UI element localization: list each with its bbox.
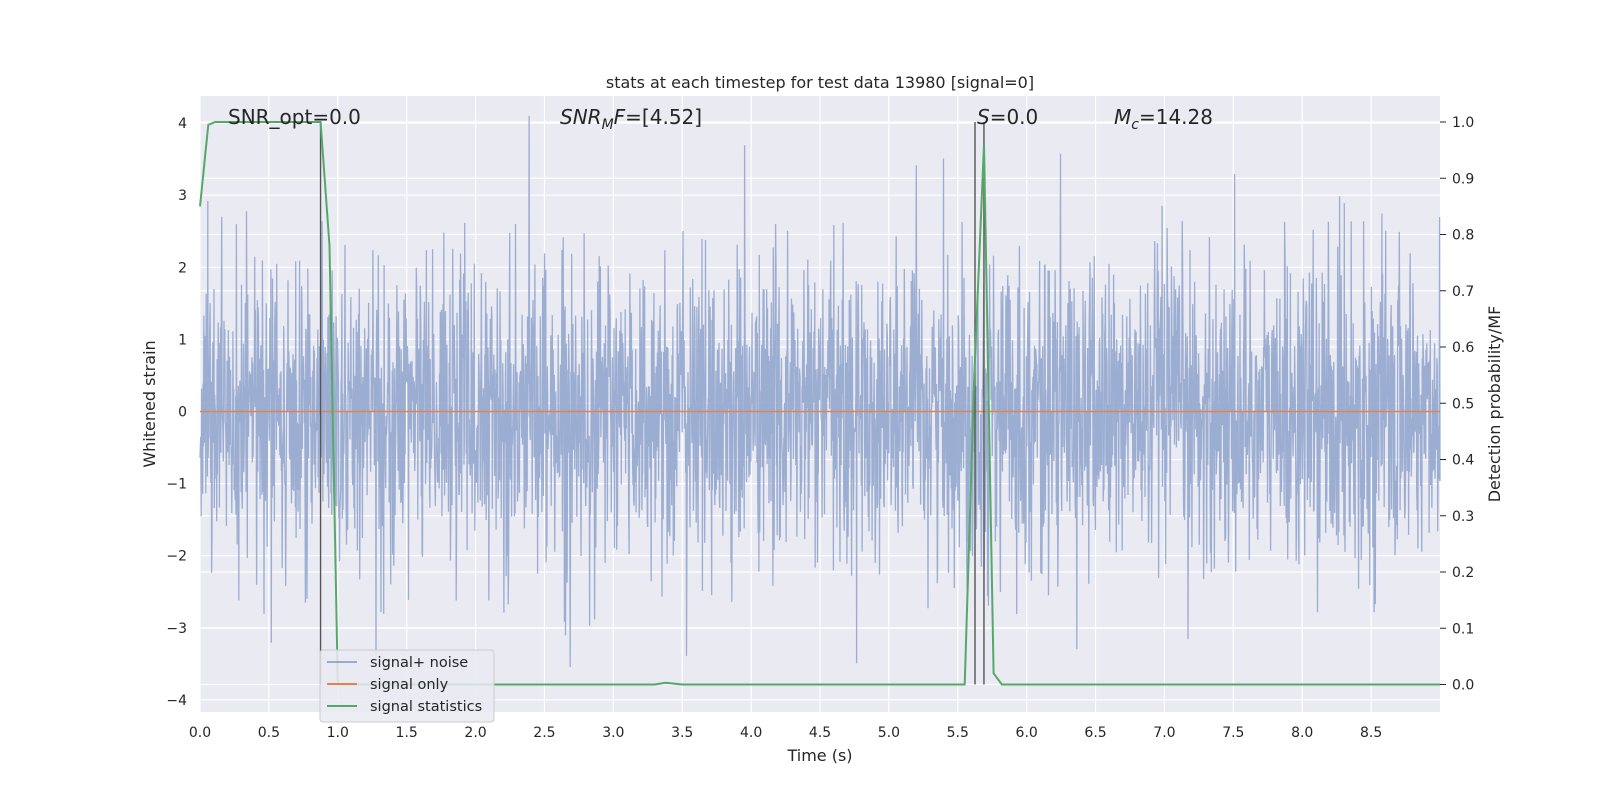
x-tick-label: 3.5	[671, 725, 693, 741]
vertical-markers	[319, 122, 985, 685]
legend-label-signal-statistics: signal statistics	[370, 699, 482, 715]
mc-rest: =14.28	[1139, 105, 1213, 129]
x-tick-label: 5.0	[878, 725, 900, 741]
y-tick-label-right: 0.3	[1452, 509, 1474, 525]
annotation-s: S=0.0	[977, 105, 1038, 129]
y-tick-label-right: 1.0	[1452, 115, 1474, 131]
mc-sub: c	[1131, 117, 1139, 133]
s-rest: =0.0	[990, 105, 1039, 129]
y-tick-label-left: 4	[178, 116, 187, 132]
y-tick-label-left: 0	[178, 405, 187, 421]
x-tick-label: 3.0	[602, 725, 624, 741]
annotation-mc: Mc=14.28	[1114, 105, 1213, 133]
legend-box	[319, 649, 495, 723]
x-tick-label: 2.5	[533, 725, 555, 741]
y-tick-label-left: −4	[166, 693, 187, 709]
y-tick-label-left: 3	[178, 188, 187, 204]
signal-statistics-line	[199, 121, 1440, 686]
series-signal-statistics	[199, 121, 1440, 686]
x-tick-label: 6.0	[1016, 725, 1038, 741]
x-tick-label: 8.5	[1360, 725, 1382, 741]
x-tick-label: 7.0	[1153, 725, 1175, 741]
x-tick-label: 2.0	[464, 725, 486, 741]
y-axis-label-right: Detection probability/MF	[1485, 306, 1504, 503]
y-tick-label-right: 0.7	[1452, 284, 1474, 300]
snr-mf-rest: F=[4.52]	[614, 105, 702, 129]
y-tick-label-right: 0.8	[1452, 228, 1474, 244]
legend-label-signal-noise: signal+ noise	[370, 655, 468, 671]
x-tick-label: 7.5	[1222, 725, 1244, 741]
y-tick-label-right: 0.9	[1452, 171, 1474, 187]
y-tick-label-right: 0.2	[1452, 565, 1474, 581]
x-tick-label: 6.5	[1084, 725, 1106, 741]
x-tick-labels: 0.0 0.5 1.0 1.5 2.0 2.5 3.0 3.5 4.0 4.5 5.0 5.5 6.0 6…	[189, 725, 1382, 741]
grid-lines	[199, 96, 1440, 712]
legend: signal+ noise signal only signal statist…	[319, 649, 495, 723]
y-tick-label-left: −3	[166, 621, 187, 637]
mc-main: M	[1114, 105, 1131, 129]
y-tick-label-left: 2	[178, 260, 187, 276]
x-axis-label: Time (s)	[786, 746, 852, 765]
annotation-snr-mf: SNRMF=[4.52]	[560, 105, 702, 133]
x-tick-label: 0.5	[258, 725, 280, 741]
right-y-tick-labels: 0.0 0.1 0.2 0.3 0.4 0.5 0.6 0.7 0.8 0.9 1.0	[1440, 115, 1474, 694]
y-tick-label-right: 0.0	[1452, 678, 1474, 694]
x-tick-label: 1.0	[327, 725, 349, 741]
y-tick-label-right: 0.6	[1452, 340, 1474, 356]
x-tick-label: 5.5	[947, 725, 969, 741]
y-tick-label-right: 0.4	[1452, 453, 1474, 469]
x-tick-label: 1.5	[396, 725, 418, 741]
left-y-tick-labels: −4 −3 −2 −1 0 1 2 3 4	[166, 116, 187, 709]
x-tick-label: 4.5	[809, 725, 831, 741]
legend-label-signal-only: signal only	[370, 677, 449, 693]
y-axis-label-left: Whitened strain	[140, 340, 159, 467]
snr-mf-main: SNR	[560, 105, 602, 129]
y-tick-label-left: 1	[178, 332, 187, 348]
snr-mf-sub: M	[602, 117, 614, 133]
x-tick-label: 8.0	[1291, 725, 1313, 741]
y-tick-label-left: −1	[166, 477, 187, 493]
y-tick-label-left: −2	[166, 549, 187, 565]
chart-title: stats at each timestep for test data 139…	[606, 73, 1034, 92]
series-signal-noise	[199, 115, 1441, 668]
y-tick-label-right: 0.5	[1452, 396, 1474, 412]
s-main: S	[977, 105, 990, 129]
x-tick-label: 0.0	[189, 725, 211, 741]
annotation-snr-opt: SNR_opt=0.0	[228, 105, 361, 129]
x-tick-label: 4.0	[740, 725, 762, 741]
signal-noise-line	[199, 115, 1441, 668]
y-tick-label-right: 0.1	[1452, 621, 1474, 637]
